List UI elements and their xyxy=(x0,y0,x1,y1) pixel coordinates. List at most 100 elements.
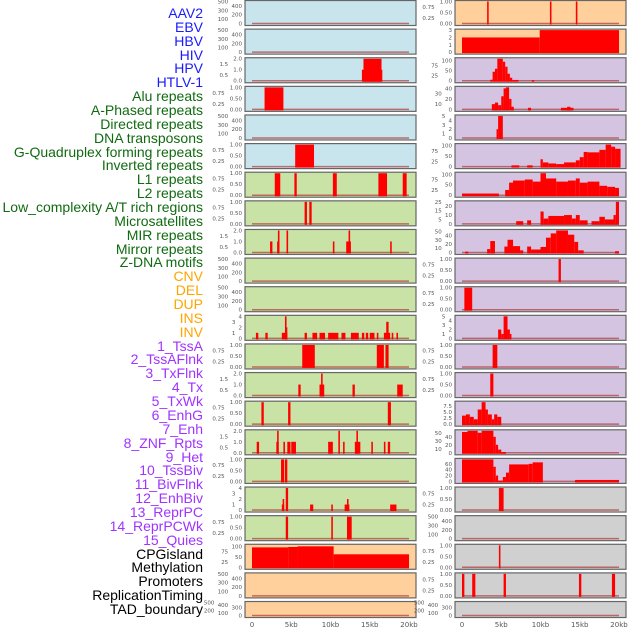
y-tick-label: 0.75 xyxy=(422,291,435,297)
bar xyxy=(611,573,616,597)
panel-frame xyxy=(454,343,627,370)
panel-frame xyxy=(244,85,417,112)
panel-frame xyxy=(244,0,417,27)
y-tick-label: 0.00 xyxy=(440,594,453,600)
y-tick-label: 0.75 xyxy=(212,406,225,412)
panel-frame xyxy=(244,429,417,456)
y-tick-label: 1.5 xyxy=(219,234,228,240)
panel-background xyxy=(245,515,416,541)
y-tick-label: 20 xyxy=(445,97,452,103)
panel-frame xyxy=(244,171,417,198)
y-tick-label: 0.25 xyxy=(422,588,435,594)
y-tick-label: 50 xyxy=(435,431,442,437)
track-label: A-Phased repeats xyxy=(90,102,203,119)
panel-background xyxy=(245,114,416,140)
track-label: 7_Enh xyxy=(162,420,203,437)
bar xyxy=(270,241,273,254)
y-tick-label: 400 xyxy=(232,576,243,582)
y-tick-label: 25 xyxy=(431,188,438,194)
panel-background xyxy=(455,315,626,341)
bar xyxy=(490,373,494,397)
bar xyxy=(527,107,532,111)
bar xyxy=(283,441,285,454)
track-label: DEL xyxy=(175,282,203,299)
y-tick-label: 0.0 xyxy=(233,79,242,85)
y-tick-label: 20 xyxy=(445,474,452,480)
y-tick-label: 1.5 xyxy=(219,377,228,383)
bar xyxy=(343,441,345,454)
track-label: Alu repeats xyxy=(132,88,203,105)
panel-frame xyxy=(454,171,627,198)
bar xyxy=(495,475,499,483)
y-tick-label: 0.25 xyxy=(212,417,225,423)
bar xyxy=(338,430,340,454)
y-tick-label: 7.5 xyxy=(443,404,452,410)
y-tick-label: 1 xyxy=(449,43,453,49)
bar xyxy=(513,180,525,197)
y-tick-label: 0.75 xyxy=(422,5,435,11)
panel-background xyxy=(455,114,626,140)
bar xyxy=(579,220,588,225)
bar xyxy=(477,432,482,454)
bar xyxy=(255,332,259,340)
bar xyxy=(294,173,297,197)
bar xyxy=(494,414,498,426)
x-tick-label: 20kb xyxy=(400,621,418,629)
bar xyxy=(527,220,532,225)
y-tick-label: 3 xyxy=(442,323,446,329)
bar xyxy=(328,332,339,340)
track-label: 6_EnhG xyxy=(151,406,203,423)
y-tick-label: 300 xyxy=(218,123,229,129)
y-tick-label: 0.50 xyxy=(440,297,453,303)
bar xyxy=(567,234,575,254)
bar xyxy=(491,419,495,426)
y-tick-label: 1.00 xyxy=(230,457,243,463)
bar xyxy=(613,215,616,225)
panel-background xyxy=(245,458,416,484)
bar xyxy=(390,241,392,254)
y-tick-label: 2 xyxy=(449,127,453,133)
panel-background xyxy=(455,86,626,112)
y-tick-label: 400 xyxy=(232,261,243,267)
panel-frame xyxy=(454,143,627,170)
y-tick-label: 0.75 xyxy=(212,463,225,469)
bar xyxy=(312,332,318,340)
bar xyxy=(297,546,334,569)
panel-background xyxy=(245,286,416,312)
bar xyxy=(511,106,514,111)
y-tick-label: 200 xyxy=(232,299,243,305)
y-tick-label: 100 xyxy=(428,611,439,617)
y-tick-label: 0 xyxy=(449,614,453,620)
y-tick-label: 500 xyxy=(218,114,229,120)
y-tick-label: 400 xyxy=(428,603,439,609)
y-tick-label: 0.75 xyxy=(422,577,435,583)
panel-frame xyxy=(454,457,627,485)
y-tick-label: 0.50 xyxy=(440,268,453,274)
y-tick-label: 10 xyxy=(435,447,442,453)
track-label-list: AAV2 EBV HBV HIV HPV HTLV-1 Alu repeats A-Phase… xyxy=(0,6,204,617)
bar xyxy=(332,173,337,197)
bar xyxy=(288,546,298,569)
track-label: Directed repeats xyxy=(100,115,203,132)
bar xyxy=(281,332,288,340)
bar xyxy=(497,58,503,82)
bar xyxy=(539,30,619,54)
y-tick-label: 0 xyxy=(239,136,243,142)
y-tick-label: 1.0 xyxy=(233,239,242,245)
y-tick-label: 20 xyxy=(445,242,452,248)
y-tick-label: 0.75 xyxy=(422,492,435,498)
panel-frame xyxy=(454,57,627,84)
panel-background xyxy=(245,0,416,26)
bar xyxy=(284,459,288,483)
panel-frame xyxy=(244,572,417,599)
panel-background xyxy=(245,200,416,226)
y-tick-label: 0.00 xyxy=(440,394,453,400)
panel-background xyxy=(245,258,416,284)
bar xyxy=(494,102,499,111)
y-tick-label: 200 xyxy=(232,41,243,47)
track-label: 5_TxWk xyxy=(151,393,203,410)
bar xyxy=(391,332,394,340)
y-tick-label: 0.0 xyxy=(233,451,242,457)
y-tick-label: 40 xyxy=(445,234,452,240)
bar xyxy=(578,250,584,254)
